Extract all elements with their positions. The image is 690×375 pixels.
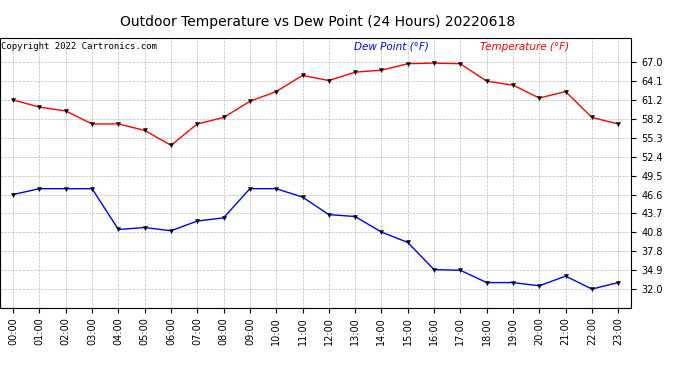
Text: Dew Point (°F): Dew Point (°F) bbox=[353, 42, 428, 51]
Text: Copyright 2022 Cartronics.com: Copyright 2022 Cartronics.com bbox=[1, 42, 157, 51]
Text: Temperature (°F): Temperature (°F) bbox=[480, 42, 569, 51]
Text: Outdoor Temperature vs Dew Point (24 Hours) 20220618: Outdoor Temperature vs Dew Point (24 Hou… bbox=[120, 15, 515, 29]
